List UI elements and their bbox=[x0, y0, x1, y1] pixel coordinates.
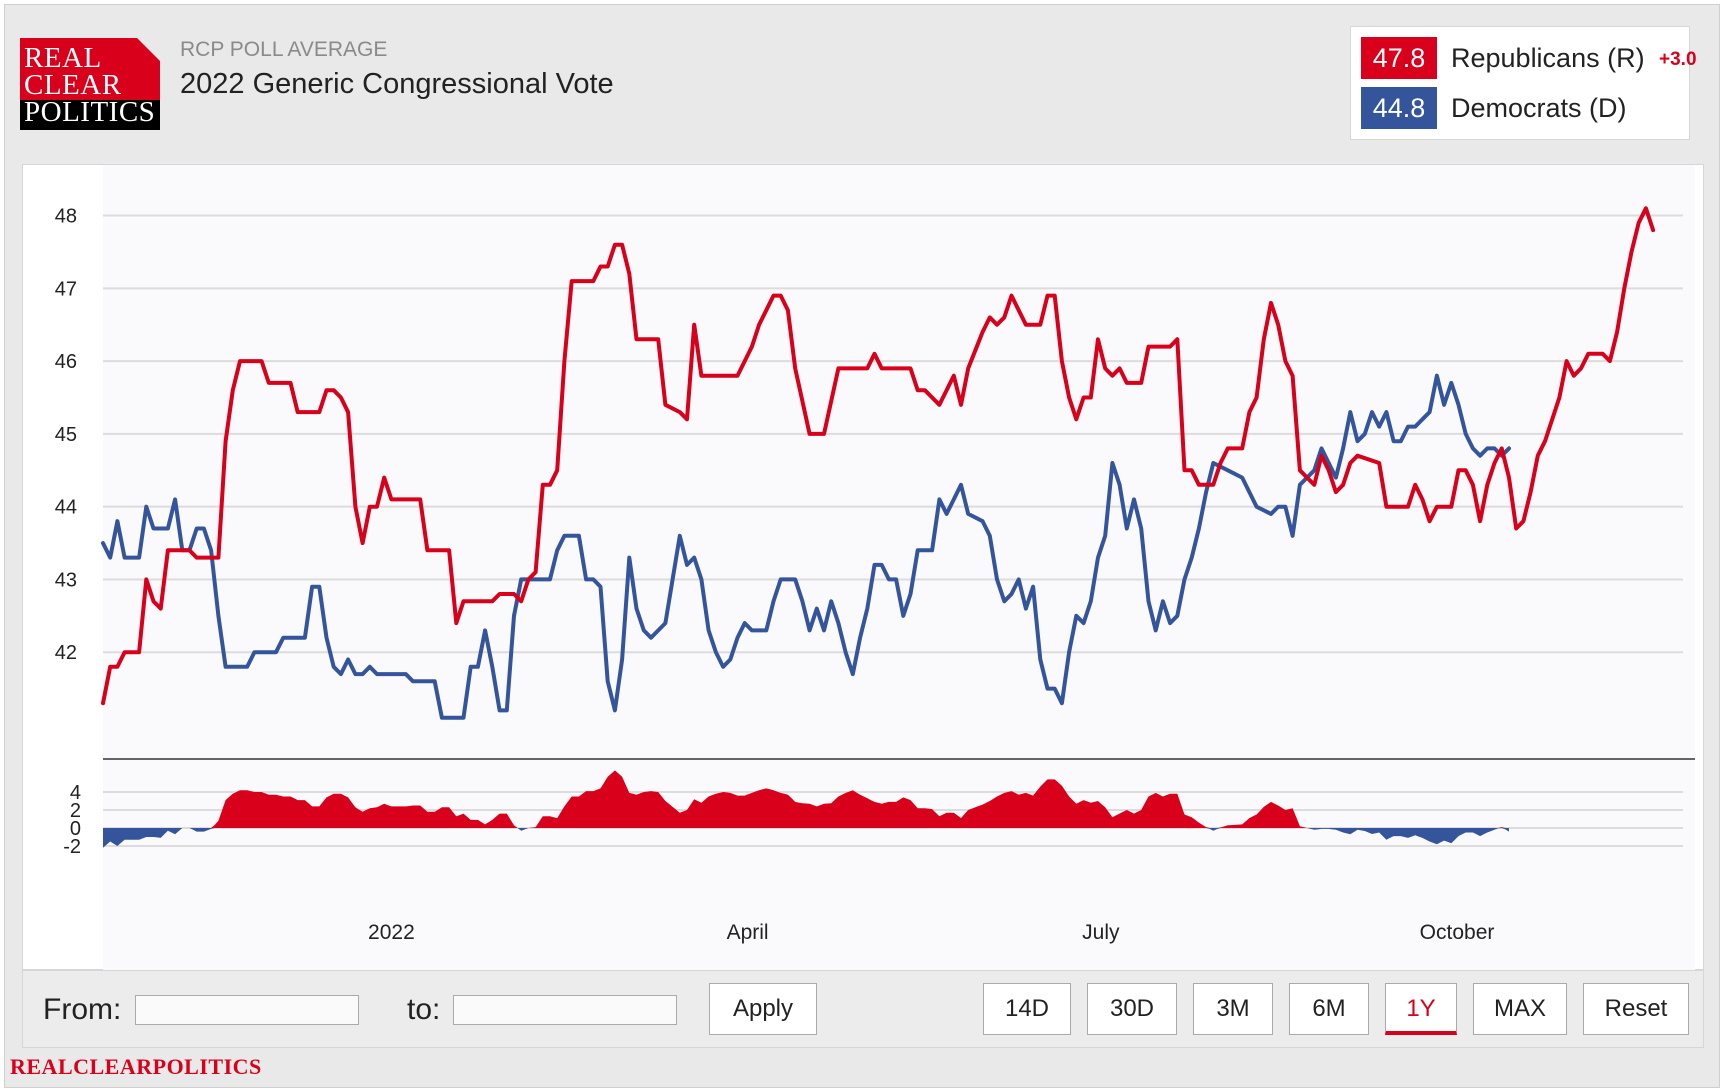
chart-title: 2022 Generic Congressional Vote bbox=[180, 68, 614, 100]
range-14d-button[interactable]: 14D bbox=[983, 983, 1071, 1035]
x-tick-label: October bbox=[1420, 921, 1495, 944]
reset-button[interactable]: Reset bbox=[1583, 983, 1689, 1035]
plot-background bbox=[103, 165, 1695, 971]
legend-change-republicans: +3.0 bbox=[1659, 49, 1697, 70]
to-date-input[interactable] bbox=[453, 995, 677, 1025]
apply-button[interactable]: Apply bbox=[709, 983, 817, 1035]
y-tick-label: 45 bbox=[55, 424, 77, 446]
logo-band bbox=[20, 38, 160, 100]
y-tick-label: 46 bbox=[55, 351, 77, 373]
spread-tick-label: 0 bbox=[70, 818, 81, 840]
range-6m-button[interactable]: 6M bbox=[1289, 983, 1369, 1035]
y-tick-label: 43 bbox=[55, 569, 77, 591]
series-line-republicans bbox=[101, 206, 1656, 706]
legend-value-republicans: 47.8 bbox=[1361, 37, 1437, 79]
x-tick-label: 2022 bbox=[368, 921, 415, 944]
from-date-input[interactable] bbox=[135, 995, 359, 1025]
x-tick-label: April bbox=[727, 921, 769, 944]
range-1y-button[interactable]: 1Y bbox=[1385, 983, 1457, 1035]
footer-brand[interactable]: REALCLEARPOLITICS bbox=[10, 1054, 262, 1079]
spread-tick-label: 2 bbox=[70, 800, 81, 822]
legend-box: 47.8 Republicans (R) +3.0 44.8 Democrats… bbox=[1350, 26, 1697, 140]
y-tick-label: 48 bbox=[55, 206, 77, 228]
rcp-logo[interactable]: REAL CLEAR POLITICS bbox=[20, 38, 160, 130]
chart-subtitle: RCP POLL AVERAGE bbox=[180, 38, 388, 61]
logo-line-1: REAL bbox=[24, 42, 102, 74]
legend-value-democrats: 44.8 bbox=[1361, 87, 1437, 129]
logo-line-2: CLEAR bbox=[24, 69, 122, 101]
chart-area: 42 43 44 45 46 47 48 4 2 0 -2 2022 April July October bbox=[22, 164, 1704, 971]
x-tick-label: July bbox=[1082, 921, 1120, 944]
legend-name-democrats: Democrats (D) bbox=[1451, 93, 1627, 123]
from-label: From: bbox=[43, 993, 122, 1026]
range-30d-button[interactable]: 30D bbox=[1087, 983, 1177, 1035]
range-max-button[interactable]: MAX bbox=[1473, 983, 1567, 1035]
controls-bar: From: to: Apply 14D 30D 3M 6M 1Y MAX Res… bbox=[22, 970, 1704, 1048]
spread-tick-label: 4 bbox=[70, 782, 81, 804]
y-tick-label: 42 bbox=[55, 642, 77, 664]
spread-tick-label: -2 bbox=[63, 836, 81, 858]
spread-area-republicans bbox=[103, 770, 1509, 828]
to-label: to: bbox=[407, 993, 441, 1026]
y-tick-label: 47 bbox=[55, 278, 77, 300]
range-3m-button[interactable]: 3M bbox=[1193, 983, 1273, 1035]
logo-line-3: POLITICS bbox=[24, 96, 156, 128]
y-tick-label: 44 bbox=[55, 497, 77, 519]
legend-name-republicans: Republicans (R) bbox=[1451, 43, 1645, 73]
spread-area-democrats bbox=[103, 828, 1509, 848]
